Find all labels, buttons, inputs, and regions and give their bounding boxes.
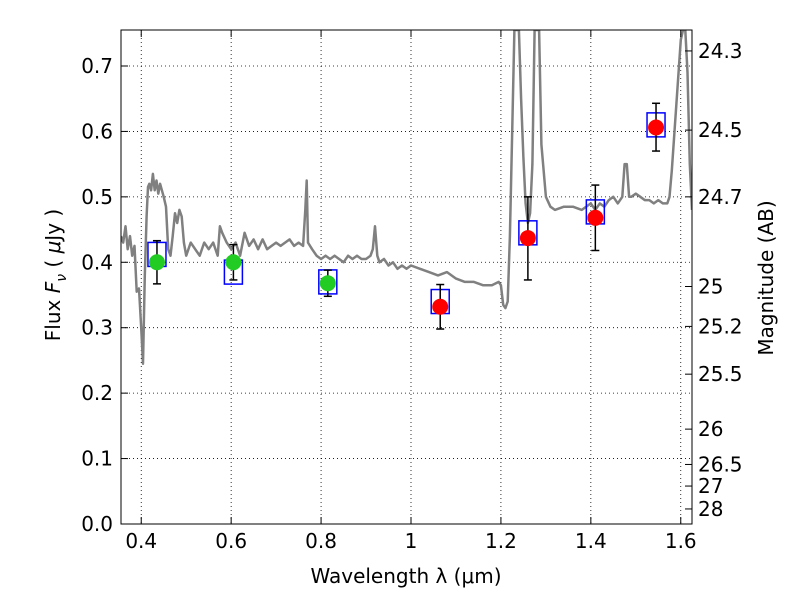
y-tick-label: 0.1 — [81, 447, 113, 471]
y-tick-label: 0.3 — [81, 316, 113, 340]
y-tick-label: 0.0 — [81, 512, 113, 536]
y2-tick-label: 26.5 — [698, 452, 743, 476]
spectrum-line — [121, 30, 692, 365]
data-point — [148, 254, 165, 271]
y2-tick-label: 24.3 — [698, 39, 743, 63]
x-tick-label: 1.4 — [575, 529, 607, 553]
data-point — [648, 119, 665, 136]
data-point — [519, 230, 536, 247]
y-tick-label: 0.5 — [81, 185, 113, 209]
y-tick-label: 0.6 — [81, 119, 113, 143]
data-point — [319, 275, 336, 292]
y2-tick-label: 28 — [698, 497, 723, 521]
y2-tick-label: 27 — [698, 474, 723, 498]
plot-frame — [120, 29, 693, 525]
data-point — [432, 298, 449, 315]
x-tick-label: 1.6 — [665, 529, 697, 553]
y2-tick-label: 26 — [698, 417, 723, 441]
x-tick-label: 0.4 — [125, 529, 157, 553]
y2-tick-label: 25 — [698, 274, 723, 298]
y2-tick-label: 24.7 — [698, 185, 743, 209]
plot-area — [121, 30, 692, 365]
grid — [121, 30, 692, 525]
x-tick-label: 0.8 — [305, 529, 337, 553]
y2-tick-label: 24.5 — [698, 118, 743, 142]
x-axis-label: Wavelength λ (μm) — [310, 564, 501, 588]
y-tick-label: 0.4 — [81, 250, 113, 274]
data-point — [587, 209, 604, 226]
axes: 0.4 0.6 0.8 1 1.2 1.4 1.6 0.0 0.1 0.2 0.3 0.4 0.5 0.6… — [81, 29, 743, 553]
y2-tick-label: 25.2 — [698, 314, 743, 338]
x-tick-label: 0.6 — [215, 529, 247, 553]
y-tick-label: 0.7 — [81, 54, 113, 78]
x-tick-label: 1 — [405, 529, 418, 553]
y2-axis-label: Magnitude (AB) — [754, 200, 778, 355]
data-point — [225, 254, 242, 271]
y-tick-label: 0.2 — [81, 381, 113, 405]
x-tick-label: 1.2 — [485, 529, 517, 553]
y-axis-label: Flux Fν ( μJy ) — [41, 209, 70, 341]
y2-tick-label: 25.5 — [698, 362, 743, 386]
